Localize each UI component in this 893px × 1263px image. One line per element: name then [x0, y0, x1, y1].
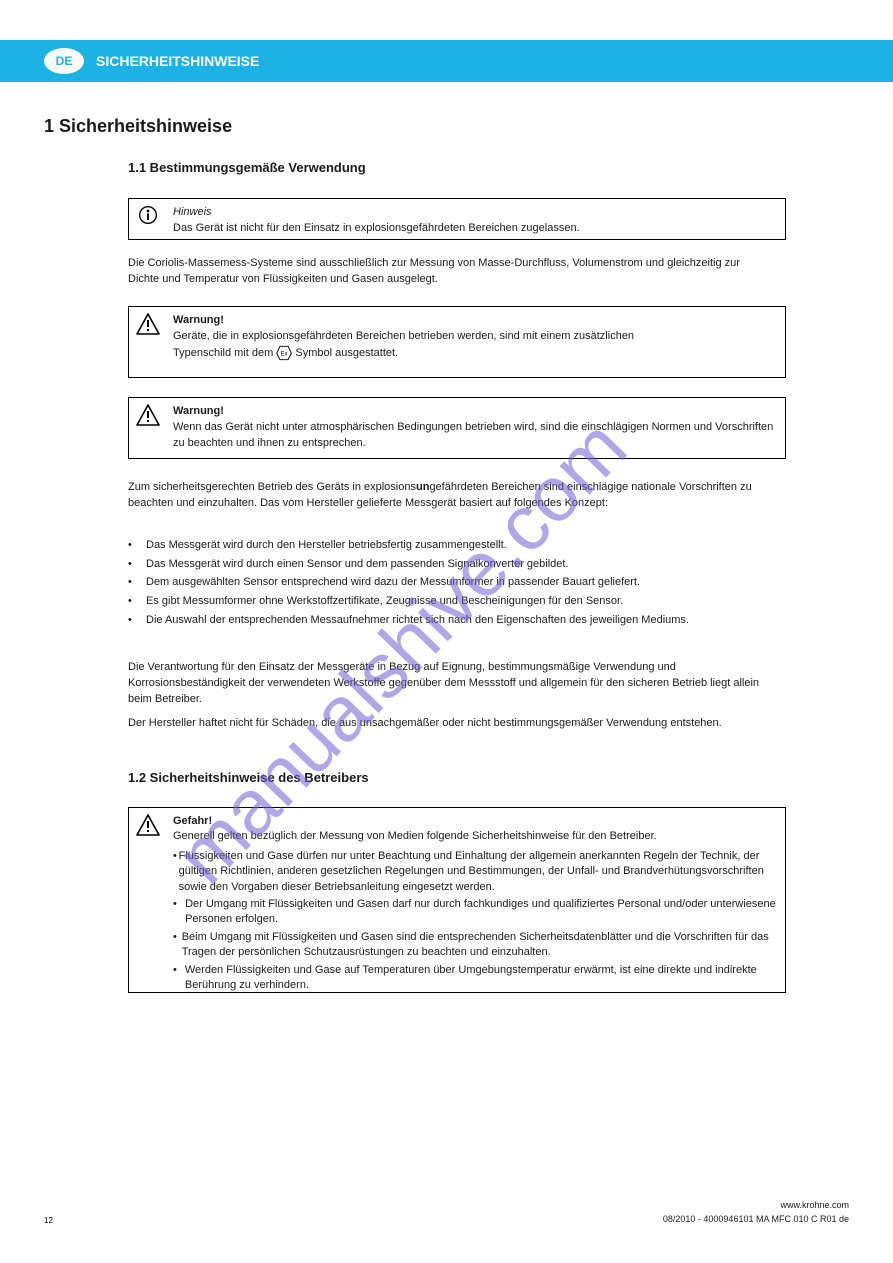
section-1-1-para4: Der Hersteller haftet nicht für Schäden,…	[128, 716, 766, 732]
header-section-title: SICHERHEITSHINWEISE	[96, 53, 259, 69]
warning-1-text-c: Symbol ausgestattet.	[295, 347, 398, 359]
warning-2-text: Wenn das Gerät nicht unter atmosphärisch…	[173, 421, 773, 449]
danger-box: Gefahr! Generell gelten bezüglich der Me…	[128, 807, 786, 993]
svg-text:Ex: Ex	[281, 352, 288, 358]
warning-box-2: Warnung! Wenn das Gerät nicht unter atmo…	[128, 397, 786, 459]
bullet-1: Das Messgerät wird durch den Hersteller …	[146, 536, 507, 555]
warning-icon	[129, 307, 167, 377]
footer-date: 08/2010 - 4000946101 MA MFC 010 C R01 de	[663, 1214, 849, 1224]
note-box-content: Hinweis Das Gerät ist nicht für den Eins…	[173, 205, 777, 237]
section-1-2-heading: 1.2 Sicherheitshinweise des Betreibers	[128, 770, 369, 785]
warning-1-label: Warnung!	[173, 314, 224, 326]
danger-item-1: Flüssigkeiten und Gase dürfen nur unter …	[179, 849, 777, 895]
danger-item-4: Werden Flüssigkeiten und Gase auf Temper…	[185, 963, 777, 994]
language-badge-text: DE	[56, 54, 73, 68]
warning-icon	[129, 808, 167, 992]
danger-intro: Generell gelten bezüglich der Messung vo…	[173, 830, 657, 842]
warning-2-content: Warnung! Wenn das Gerät nicht unter atmo…	[173, 404, 777, 452]
note-text: Das Gerät ist nicht für den Einsatz in e…	[173, 222, 580, 234]
watermark: manualshive.com	[0, 0, 893, 1263]
warning-box-1: Warnung! Geräte, die in explosionsgefähr…	[128, 306, 786, 378]
page-number: 12	[44, 1216, 53, 1225]
bullet-3: Dem ausgewählten Sensor entsprechend wir…	[146, 573, 640, 592]
danger-item-3: Beim Umgang mit Flüssigkeiten und Gasen …	[182, 930, 777, 961]
section-1-1-heading: 1.1 Bestimmungsgemäße Verwendung	[128, 160, 366, 175]
warning-2-label: Warnung!	[173, 405, 224, 417]
warning-1-text-b: Typenschild mit dem	[173, 347, 276, 359]
danger-label: Gefahr!	[173, 815, 212, 827]
section-1-1-para2: Zum sicherheitsgerechten Betrieb des Ger…	[128, 480, 766, 512]
ex-icon: Ex	[276, 345, 292, 361]
note-box: Hinweis Das Gerät ist nicht für den Eins…	[128, 198, 786, 240]
bullet-5: Die Auswahl der entsprechenden Messaufne…	[146, 611, 689, 630]
footer-url: www.krohne.com	[780, 1200, 849, 1210]
chapter-heading: 1 Sicherheitshinweise	[44, 116, 232, 137]
danger-item-2: Der Umgang mit Flüssigkeiten und Gasen d…	[185, 897, 777, 928]
bullet-4: Es gibt Messumformer ohne Werkstoffzerti…	[146, 592, 623, 611]
warning-1-content: Warnung! Geräte, die in explosionsgefähr…	[173, 313, 777, 362]
bullet-2: Das Messgerät wird durch einen Sensor un…	[146, 555, 569, 574]
note-label: Hinweis	[173, 206, 212, 218]
section-1-1-para3: Die Verantwortung für den Einsatz der Me…	[128, 660, 766, 708]
danger-content: Gefahr! Generell gelten bezüglich der Me…	[173, 814, 777, 995]
language-badge: DE	[44, 48, 84, 74]
warning-1-text-a: Geräte, die in explosionsgefährdeten Ber…	[173, 330, 634, 342]
info-icon	[129, 199, 167, 239]
section-1-1-bullets: •Das Messgerät wird durch den Hersteller…	[128, 536, 766, 629]
warning-icon	[129, 398, 167, 458]
section-1-1-intro: Die Coriolis-Massemess-Systeme sind auss…	[128, 256, 766, 288]
